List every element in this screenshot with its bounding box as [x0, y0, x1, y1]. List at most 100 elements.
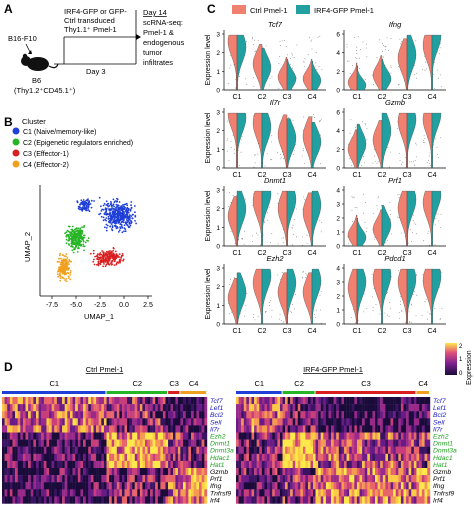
heatmap-cell: [393, 489, 396, 497]
heatmap-cell: [7, 425, 11, 433]
heatmap-cluster-bar: [180, 391, 207, 394]
heatmap-cell: [325, 453, 329, 462]
heatmap-cell: [297, 446, 301, 454]
heatmap-cell: [341, 446, 345, 454]
heatmap-cell: [103, 432, 107, 440]
heatmap-cell: [416, 468, 420, 476]
heatmap-cell: [101, 425, 105, 433]
heatmap-cell: [83, 411, 86, 419]
umap-point: [118, 216, 120, 219]
heatmap-cell: [382, 404, 386, 412]
heatmap-cell: [121, 453, 125, 462]
heatmap-cell: [362, 411, 365, 419]
heatmap-cell: [49, 418, 52, 426]
heatmap-cell: [132, 475, 135, 483]
heatmap-cell: [380, 496, 383, 504]
heatmap-cell: [427, 460, 431, 469]
heatmap-cell: [38, 489, 42, 497]
heatmap-cell: [111, 432, 115, 440]
heatmap-cell: [380, 446, 383, 454]
heatmap-cell: [333, 404, 337, 412]
heatmap-cell: [33, 439, 37, 447]
umap-point: [79, 241, 82, 243]
violin-jitter-point: [423, 135, 425, 137]
umap-point: [113, 258, 116, 261]
heatmap-cell: [35, 446, 39, 454]
heatmap-cell: [9, 411, 13, 419]
umap-point: [114, 214, 116, 216]
heatmap-cell: [25, 468, 29, 476]
heatmap-cell: [416, 482, 420, 490]
umap-point: [118, 213, 120, 215]
heatmap-cell: [406, 453, 409, 462]
heatmap-cell: [382, 468, 386, 476]
panel-b: B Cluster C1 (Naive/memory-like)C2 (Epig…: [4, 115, 153, 321]
heatmap-cell: [272, 446, 275, 454]
heatmap-cell: [243, 496, 247, 504]
umap-point: [79, 243, 82, 246]
violin-jitter-point: [292, 224, 294, 226]
heatmap-cell: [277, 489, 281, 497]
heatmap-cell: [282, 432, 286, 440]
heatmap-cell: [93, 432, 97, 440]
heatmap-cell: [264, 397, 268, 405]
heatmap-cell: [180, 439, 184, 447]
heatmap-cell: [96, 460, 99, 469]
heatmap-cell: [325, 404, 329, 412]
heatmap-cell: [183, 411, 186, 419]
violin-jitter-point: [387, 147, 389, 148]
heatmap-cell: [295, 411, 298, 419]
heatmap-cell: [398, 475, 402, 483]
heatmap-cell: [427, 446, 431, 454]
heatmap-cell: [403, 475, 407, 483]
heatmap-cell: [188, 489, 192, 497]
heatmap-cell: [12, 482, 16, 490]
heatmap-cell: [328, 397, 332, 405]
heatmap-cell: [380, 489, 383, 497]
heatmap-cell: [38, 432, 42, 440]
heatmap-gene-label: Hat1: [210, 462, 225, 469]
heatmap-cell: [121, 468, 125, 476]
heatmap-cell: [256, 411, 260, 419]
heatmap-cell: [132, 460, 135, 469]
heatmap-cell: [369, 418, 373, 426]
heatmap-cell: [279, 489, 283, 497]
heatmap-cell: [144, 425, 148, 433]
heatmap-cell: [385, 468, 389, 476]
heatmap-cell: [114, 496, 117, 504]
heatmap-cell: [390, 432, 394, 440]
heatmap-cell: [160, 425, 164, 433]
heatmap-cell: [106, 439, 110, 447]
heatmap-cell: [364, 482, 368, 490]
violin-jitter-point: [414, 222, 416, 224]
heatmap-cell: [204, 489, 208, 497]
heatmap-cell: [25, 475, 29, 483]
violin-jitter-point: [303, 65, 305, 67]
umap-point: [71, 249, 74, 252]
heatmap-cell: [185, 446, 189, 454]
heatmap-cell: [177, 432, 181, 440]
umap-point: [60, 266, 62, 269]
heatmap-cell: [427, 411, 431, 419]
heatmap-cell: [75, 432, 78, 440]
umap-point: [74, 238, 77, 240]
heatmap-cell: [137, 460, 141, 469]
heatmap-cell: [33, 489, 37, 497]
heatmap-cell: [119, 475, 123, 483]
cluster-legend-entry: C3 (Effector-1): [23, 151, 69, 158]
heatmap-cell: [305, 468, 309, 476]
heatmap-cell: [421, 425, 425, 433]
violin-jitter-point: [423, 245, 425, 247]
umap-point: [70, 260, 72, 263]
umap-point: [115, 206, 117, 209]
violin-jitter-point: [398, 152, 400, 154]
heatmap-cell: [69, 439, 73, 447]
heatmap-cell: [72, 453, 76, 462]
heatmap-cell: [323, 425, 327, 433]
heatmap-cell: [85, 418, 89, 426]
heatmap-cell: [295, 404, 298, 412]
heatmap-cell: [307, 418, 311, 426]
heatmap-cell: [152, 397, 156, 405]
heatmap-cell: [279, 425, 283, 433]
